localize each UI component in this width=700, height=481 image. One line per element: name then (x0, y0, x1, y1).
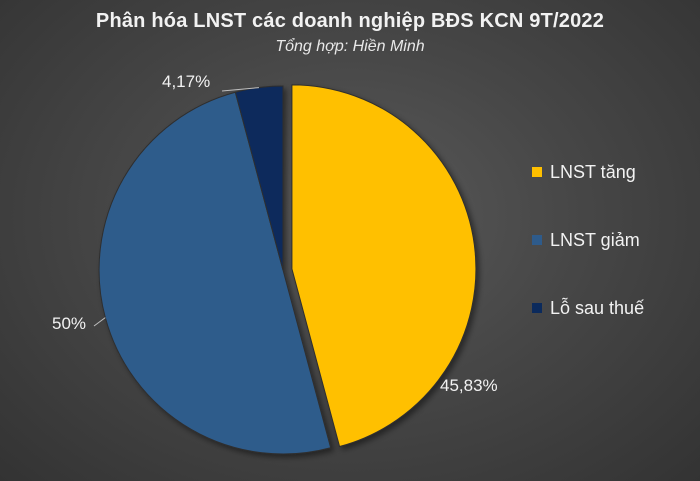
legend-label: LNST tăng (550, 161, 636, 182)
legend-item-lnst-tang: LNST tăng (532, 158, 644, 186)
leader-line (93, 317, 106, 327)
legend-label: Lỗ sau thuế (550, 297, 645, 318)
pie-slice (234, 85, 284, 271)
legend-swatch (532, 235, 542, 245)
legend: LNST tăng LNST giảm Lỗ sau thuế (532, 158, 644, 362)
legend-label: LNST giảm (550, 229, 640, 250)
legend-swatch (532, 167, 542, 177)
legend-item-lo-sau-thue: Lỗ sau thuế (532, 294, 644, 322)
data-label-lnst-giam: 50% (52, 314, 87, 333)
chart-subtitle: Tổng hợp: Hiền Minh (275, 38, 425, 55)
data-label-lo-sau-thue: 4,17% (162, 72, 211, 91)
pie-slice (291, 84, 477, 448)
leader-line (221, 87, 260, 92)
legend-item-lnst-giam: LNST giảm (532, 226, 644, 254)
data-label-lnst-tang: 45,83% (440, 376, 498, 395)
pie-slice (98, 91, 332, 455)
legend-swatch (532, 303, 542, 313)
chart-title: Phân hóa LNST các doanh nghiệp BĐS KCN 9… (95, 10, 605, 32)
